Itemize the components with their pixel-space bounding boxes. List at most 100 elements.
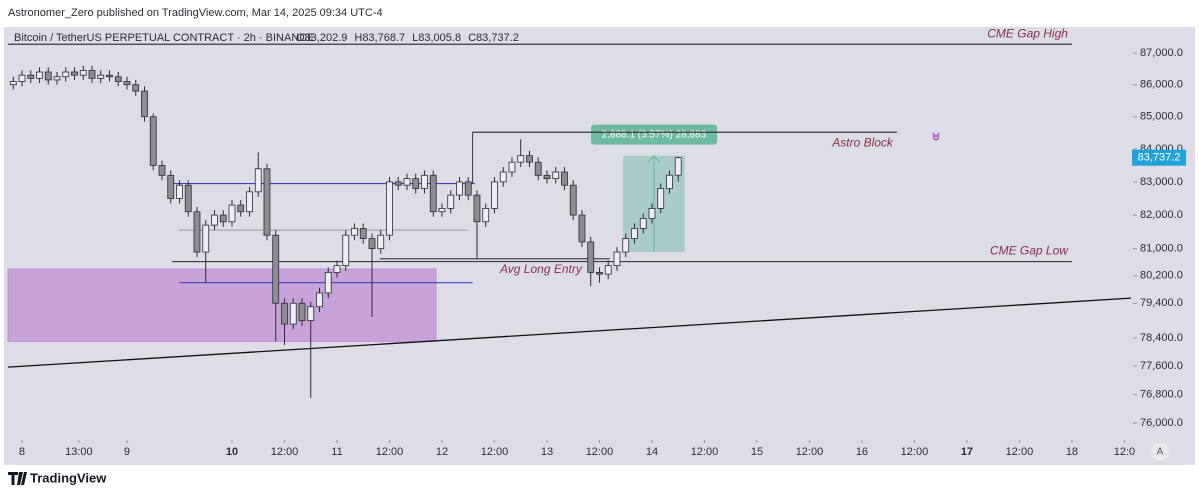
y-tick-label: 78,400.0 <box>1140 332 1183 344</box>
candle-body <box>114 76 122 82</box>
y-tick-label: 77,600.0 <box>1140 360 1183 372</box>
candle-body <box>53 76 61 81</box>
publisher: Astronomer_Zero published on TradingView… <box>8 7 383 19</box>
y-tick-label: 86,000.0 <box>1140 79 1183 91</box>
candle-body <box>316 292 323 308</box>
candle-body <box>482 208 490 223</box>
trendline <box>7 297 1132 368</box>
candle-body <box>211 214 218 226</box>
y-tick-label: 85,000.0 <box>1140 111 1183 123</box>
candle-body <box>648 208 656 219</box>
brand: TradingView <box>30 470 107 485</box>
candle-body <box>272 234 280 304</box>
candle-body <box>491 181 498 209</box>
scale-button-label[interactable]: A <box>1157 447 1164 458</box>
candle-body <box>18 74 26 82</box>
x-tick-label: 12 <box>436 446 448 458</box>
y-tick-label: 81,000.0 <box>1140 243 1183 255</box>
candle-body <box>622 238 630 253</box>
candle-body <box>456 181 463 196</box>
level-label: Avg Long Entry <box>499 262 583 276</box>
x-tick-label: 12:00 <box>481 446 509 458</box>
x-tick-label: 12:00 <box>271 446 299 458</box>
candle-body <box>394 181 402 186</box>
candle-body <box>176 184 183 199</box>
y-tick-label: 82,000.0 <box>1140 209 1183 221</box>
candle-body <box>464 181 472 196</box>
y-tick-label: 80,200.0 <box>1140 270 1183 282</box>
candle-body <box>666 174 673 189</box>
candle-body <box>62 71 70 78</box>
candle-body <box>613 251 621 267</box>
x-tick-label: 14 <box>646 446 658 458</box>
candle-body <box>71 71 78 76</box>
x-tick-label: 12:00 <box>901 446 929 458</box>
candle-body <box>149 116 157 166</box>
y-tick-label: 76,800.0 <box>1140 388 1183 400</box>
candle-body <box>281 302 288 325</box>
candle-body <box>674 157 682 176</box>
candle-body <box>508 161 516 173</box>
candle-body <box>193 211 201 253</box>
candle-body <box>596 272 603 275</box>
last-price-tag <box>1132 149 1186 166</box>
candle-body <box>499 171 507 183</box>
candle-body <box>517 155 525 163</box>
icon: ⊍ <box>931 128 942 143</box>
candle-body <box>604 265 612 275</box>
candle-body <box>237 204 245 213</box>
candle-body <box>543 174 551 180</box>
candle-body <box>88 70 96 79</box>
candle-body <box>324 272 332 294</box>
candle-body <box>639 218 647 229</box>
measure-label-bg <box>591 124 718 145</box>
level-label: CME Gap High <box>987 26 1068 40</box>
candle-body <box>403 178 411 186</box>
candle-body <box>9 81 17 86</box>
candle-body <box>219 214 227 223</box>
x-tick-label: 12:0 <box>1114 446 1135 458</box>
x-tick-label: 11 <box>331 446 342 458</box>
candle-body <box>246 191 253 213</box>
x-tick-label: 8 <box>19 446 25 458</box>
candle-body <box>307 306 315 321</box>
candle-body <box>657 188 665 209</box>
x-tick-label: 16 <box>856 446 868 458</box>
y-tick-label: 79,400.0 <box>1140 297 1183 309</box>
x-tick-label: 12:00 <box>691 446 719 458</box>
candle-body <box>359 228 367 239</box>
candle-body <box>552 171 560 180</box>
level-label: Astro Block <box>831 135 894 149</box>
level-label: CME Gap Low <box>990 244 1069 258</box>
zone <box>7 268 437 342</box>
candle-body <box>184 184 192 213</box>
candle-body <box>473 194 481 223</box>
candle-body <box>123 81 131 86</box>
x-tick-label: 12:00 <box>376 446 404 458</box>
candle-body <box>412 178 420 189</box>
candle-body <box>569 184 577 216</box>
candle-body <box>587 241 595 273</box>
ohlc-label: H83,768.7 <box>354 32 405 44</box>
measure-label: 2,888.1 (3.57%) 28,883 <box>602 129 707 140</box>
candle-body <box>141 90 148 118</box>
ohlc-label: C83,737.2 <box>468 32 519 44</box>
candle-body <box>438 208 446 213</box>
candle-body <box>561 171 568 186</box>
x-tick-label: 12:00 <box>586 446 614 458</box>
candle-body <box>228 204 236 223</box>
candle-body <box>97 74 105 79</box>
x-tick-label: 17 <box>961 446 973 458</box>
candle-body <box>79 70 87 76</box>
scale-button[interactable] <box>1151 443 1169 461</box>
candle-body <box>106 74 113 78</box>
candle-body <box>386 181 393 236</box>
candle-body <box>342 234 350 267</box>
candle-body <box>132 84 140 92</box>
candle-body <box>202 224 210 253</box>
x-tick-label: 10 <box>226 446 238 458</box>
x-tick-label: 12:00 <box>1006 446 1034 458</box>
candle-body <box>289 302 297 325</box>
